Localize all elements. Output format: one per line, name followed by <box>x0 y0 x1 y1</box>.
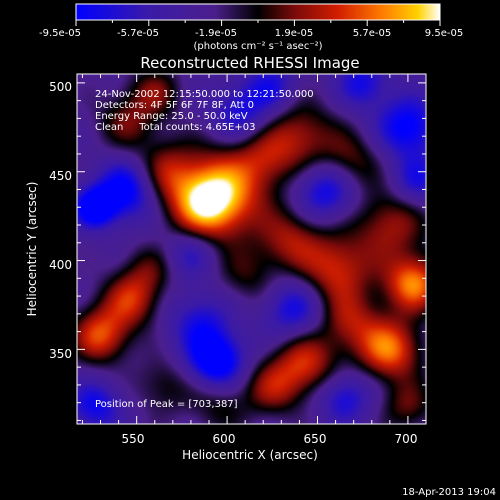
y-tick-label: 500 <box>49 80 72 94</box>
annotation-energy-range: Energy Range: 25.0 - 50.0 keV <box>95 111 248 122</box>
colorbar <box>75 3 441 21</box>
heatmap-image <box>77 74 426 424</box>
colorbar-tick-label: -1.9e-05 <box>195 28 237 39</box>
colorbar-tick-label: 1.9e-05 <box>275 28 313 39</box>
colorbar-unit-label: (photons cm⁻² s⁻¹ asec⁻²) <box>193 41 322 52</box>
colorbar-tick-labels: -9.5e-05 -5.7e-05 -1.9e-05 1.9e-05 5.7e-… <box>39 28 463 39</box>
axis-ticks <box>77 74 427 424</box>
annotation-block: 24-Nov-2002 12:15:50.000 to 12:21:50.000… <box>95 89 314 133</box>
annotation-total-counts: Clean Total counts: 4.65E+03 <box>95 122 255 133</box>
y-tick-label: 450 <box>49 169 72 183</box>
annotation-time-range: 24-Nov-2002 12:15:50.000 to 12:21:50.000 <box>95 89 314 100</box>
y-tick-label: 400 <box>49 258 72 272</box>
footer-timestamp: 18-Apr-2013 19:04 <box>402 487 496 498</box>
y-tick-labels: 500 450 400 350 <box>49 80 72 361</box>
x-axis-title: Heliocentric X (arcsec) <box>182 448 318 462</box>
annotation-detectors: Detectors: 4F 5F 6F 7F 8F, Att 0 <box>95 100 254 111</box>
x-tick-label: 550 <box>122 432 145 446</box>
x-tick-labels: 550 600 650 700 <box>122 432 418 446</box>
x-tick-label: 600 <box>213 432 236 446</box>
x-tick-label: 650 <box>304 432 327 446</box>
colorbar-tick-label: 9.5e-05 <box>425 28 463 39</box>
x-tick-label: 700 <box>395 432 418 446</box>
plot-frame <box>76 73 427 425</box>
peak-position-label: Position of Peak = [703,387] <box>95 399 238 410</box>
colorbar-ticks <box>75 20 441 26</box>
y-tick-label: 350 <box>49 347 72 361</box>
colorbar-tick-label: -9.5e-05 <box>39 28 81 39</box>
colorbar-tick-label: 5.7e-05 <box>353 28 391 39</box>
colorbar-tick-label: -5.7e-05 <box>117 28 159 39</box>
y-axis-title: Heliocentric Y (arcsec) <box>25 182 39 317</box>
chart-title: Reconstructed RHESSI Image <box>140 54 359 72</box>
